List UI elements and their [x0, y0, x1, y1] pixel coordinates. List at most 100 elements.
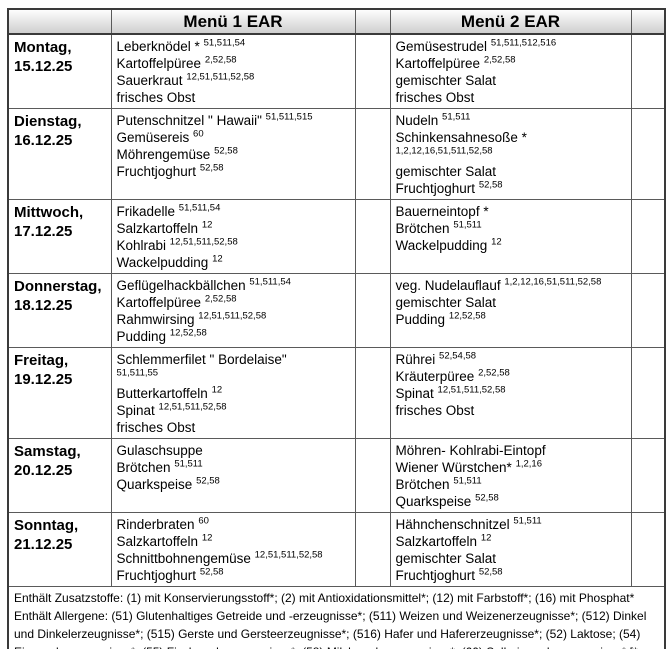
menu-item: frisches Obst [396, 89, 627, 106]
menu-row: Freitag, 19.12.25 Schlemmerfilet " Bordela… [7, 347, 666, 439]
allergen-codes: 12 [211, 384, 223, 396]
menu-row: Sonntag, 21.12.25 Rinderbraten 60 Salzkarto… [7, 512, 666, 587]
menu-item-text: frisches Obst [395, 90, 475, 105]
header-empty-cell [7, 8, 112, 35]
menu-item: Brötchen 51,511 [117, 459, 351, 476]
menu-item-text: Kartoffelpüree [116, 56, 202, 71]
menu-item-text: gemischter Salat [395, 164, 497, 179]
legend-row: Enthält Zusatzstoffe: (1) mit Konservier… [7, 586, 666, 649]
menu-item-text: Kohlrabi [116, 238, 167, 253]
menu-item-text: Brötchen [116, 460, 171, 475]
menu-item: Hähnchenschnitzel 51,511 [396, 516, 627, 533]
menu-item: Fruchtjoghurt 52,58 [117, 163, 351, 180]
menu-item: Gulaschsuppe [117, 442, 351, 459]
allergen-codes: 2,52,58 [478, 367, 510, 379]
day-name: Freitag, [14, 352, 69, 369]
menu-item: veg. Nudelauflauf 1,2,12,16,51,511,52,58 [396, 277, 627, 294]
menu-item: Gemüsereis 60 [117, 129, 351, 146]
menu1-cell: Rinderbraten 60 Salzkartoffeln 12 Schnittb… [110, 512, 356, 587]
menu2-cell: veg. Nudelauflauf 1,2,12,16,51,511,52,58… [389, 273, 632, 348]
spacer-cell-2 [630, 273, 666, 348]
menu1-cell: Geflügelhackbällchen 51,511,54 Kartoffelp… [110, 273, 356, 348]
menu-item-text: gemischter Salat [395, 551, 497, 566]
menu-item: Brötchen 51,511 [396, 476, 627, 493]
menu-item: Brötchen 51,511 [396, 220, 627, 237]
spacer-cell-2 [630, 108, 666, 200]
date-cell: Freitag, 19.12.25 [7, 347, 112, 439]
menu-item-text: Salzkartoffeln [116, 221, 199, 236]
menu-item-text: gemischter Salat [395, 73, 497, 88]
day-name: Donnerstag, [14, 278, 102, 295]
allergen-codes: 1,2,16 [515, 458, 542, 470]
spacer-cell-1 [354, 33, 391, 109]
menu-item-text: Pudding [116, 329, 167, 344]
menu-item: Salzkartoffeln 12 [117, 533, 351, 550]
allergen-codes: 51,511 [513, 515, 542, 527]
allergen-codes: 2,52,58 [483, 54, 516, 66]
spacer-cell-2 [630, 347, 666, 439]
legend-allergens: Enthält Allergene: (51) Glutenhaltiges G… [14, 609, 647, 649]
menu-item: Rahmwirsing 12,51,511,52,58 [117, 311, 351, 328]
allergen-codes: 52,58 [199, 566, 224, 578]
allergen-codes: 60 [193, 128, 204, 140]
menu-item: Quarkspeise 52,58 [117, 476, 351, 493]
date-cell: Samstag, 20.12.25 [7, 438, 112, 513]
allergen-codes: 12,52,58 [448, 310, 486, 322]
menu-row: Mittwoch, 17.12.25 Frikadelle 51,511,54 Sal… [7, 199, 666, 274]
allergen-codes: 52,58 [478, 566, 503, 578]
allergen-codes: 12,51,511,52,58 [186, 71, 255, 83]
menu-item-text: Kräuterpüree [395, 369, 475, 384]
day-date: 20.12.25 [14, 462, 73, 479]
day-name: Mittwoch, [14, 204, 84, 221]
day-date: 16.12.25 [14, 132, 73, 149]
allergen-codes: 52,58 [475, 492, 499, 504]
menu-item-text: Pudding [395, 312, 446, 327]
menu-item-text: Quarkspeise [395, 494, 472, 509]
allergen-codes: 1,2,12,16,51,511,52,58 [395, 145, 493, 157]
day-date: 18.12.25 [14, 297, 73, 314]
menu-item: gemischter Salat [396, 550, 627, 567]
allergen-codes: 12,51,511,52,58 [158, 401, 227, 413]
allergen-codes: 52,54,58 [439, 350, 477, 362]
date-cell: Donnerstag, 18.12.25 [7, 273, 112, 348]
date-cell: Dienstag, 16.12.25 [7, 108, 112, 200]
spacer-cell-1 [354, 438, 391, 513]
menu-item: Kartoffelpüree 2,52,58 [117, 294, 351, 311]
allergen-codes: 52,58 [214, 145, 238, 157]
date-cell: Montag, 15.12.25 [7, 33, 112, 109]
menu-plan-table: Menü 1 EAR Menü 2 EAR Montag, 15.12.25 Leb… [7, 8, 666, 649]
menu-item-text: Gemüsereis [116, 130, 190, 145]
menu-item: Möhren- Kohlrabi-Eintopf [396, 442, 627, 459]
menu-item: Quarkspeise 52,58 [396, 493, 627, 510]
day-date: 21.12.25 [14, 536, 73, 553]
menu-item: frisches Obst [117, 89, 351, 106]
date-cell: Sonntag, 21.12.25 [7, 512, 112, 587]
menu-item: Salzkartoffeln 12 [117, 220, 351, 237]
menu-item-text: Möhrengemüse [116, 147, 211, 162]
menu-item-text: Fruchtjoghurt [116, 568, 197, 583]
allergen-codes: 2,52,58 [204, 54, 237, 66]
menu-item-text: Fruchtjoghurt [395, 568, 476, 583]
menu-item: Kräuterpüree 2,52,58 [396, 368, 627, 385]
menu-item-text: Möhren- Kohlrabi-Eintopf [395, 443, 546, 458]
spacer-cell-2 [630, 33, 666, 109]
menu-item: gemischter Salat [396, 72, 627, 89]
menu-row: Dienstag, 16.12.25 Putenschnitzel " Hawaii… [7, 108, 666, 200]
header-menu2: Menü 2 EAR [389, 8, 632, 35]
menu-item: Wiener Würstchen* 1,2,16 [396, 459, 627, 476]
spacer-cell-1 [354, 108, 391, 200]
menu1-cell: Leberknödel * 51,511,54 Kartoffelpüree 2,… [110, 33, 356, 109]
menu-item-text: veg. Nudelauflauf [395, 278, 501, 293]
menu-item-text: Gemüsestrudel [395, 39, 488, 54]
menu-item-text: Salzkartoffeln [116, 534, 199, 549]
menu-row: Samstag, 20.12.25 Gulaschsuppe Brötchen 51,… [7, 438, 666, 513]
menu-item-text: Fruchtjoghurt [395, 181, 476, 196]
menu-item: Schlemmerfilet " Bordelaise" 51,511,55 [117, 351, 351, 385]
menu-item: Butterkartoffeln 12 [117, 385, 351, 402]
menu-item: Wackelpudding 12 [117, 254, 351, 271]
menu-item: gemischter Salat [396, 294, 627, 311]
allergen-codes: 60 [198, 515, 209, 527]
menu-item: Pudding 12,52,58 [117, 328, 351, 345]
menu-item: Putenschnitzel " Hawaii" 51,511,515 [117, 112, 351, 129]
